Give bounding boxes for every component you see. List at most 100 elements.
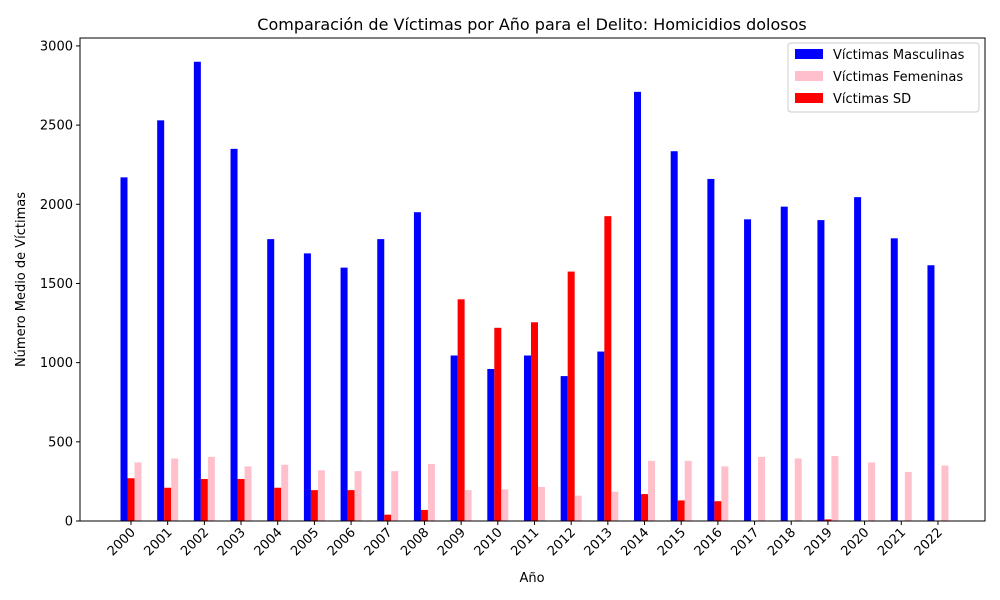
x-tick-label: 2002 — [178, 525, 212, 559]
bar-femeninas-2015 — [684, 460, 692, 521]
bar-sd-2005 — [310, 490, 318, 521]
bar-masculinas-2016 — [707, 178, 715, 521]
x-tick-label: 2004 — [252, 525, 286, 559]
x-tick-label: 2017 — [728, 525, 762, 559]
y-tick-label: 0 — [65, 515, 73, 530]
bar-femeninas-2004 — [281, 464, 289, 521]
bar-sd-2004 — [274, 487, 282, 521]
legend-swatch-sd — [795, 93, 823, 103]
y-tick-label: 2000 — [40, 198, 73, 213]
bar-femeninas-2001 — [171, 458, 179, 521]
x-tick-label: 2015 — [655, 525, 689, 559]
bar-masculinas-2020 — [854, 197, 862, 521]
x-tick-label: 2014 — [618, 525, 652, 559]
y-tick-label: 500 — [48, 435, 73, 450]
bar-femeninas-2016 — [721, 466, 729, 521]
x-axis-label: Año — [519, 571, 544, 586]
legend-swatch-masculinas — [795, 49, 823, 59]
x-tick-label: 2013 — [582, 525, 616, 559]
bar-masculinas-2019 — [817, 220, 825, 522]
legend-swatch-femeninas — [795, 71, 823, 81]
bar-sd-2002 — [200, 479, 208, 521]
x-tick-label: 2008 — [398, 525, 432, 559]
bar-masculinas-2006 — [340, 267, 348, 521]
bar-masculinas-2010 — [487, 368, 495, 521]
y-tick-label: 2500 — [40, 119, 73, 134]
bar-masculinas-2021 — [890, 238, 898, 521]
bar-femeninas-2002 — [207, 456, 215, 521]
bar-masculinas-2002 — [193, 61, 201, 521]
x-tick-label: 2022 — [912, 525, 946, 559]
x-tick-label: 2019 — [802, 525, 836, 559]
bar-femeninas-2021 — [904, 471, 912, 521]
x-tick-label: 2003 — [215, 525, 249, 559]
bar-femeninas-2012 — [574, 495, 582, 521]
x-tick-label: 2001 — [142, 525, 176, 559]
bar-femeninas-2008 — [427, 463, 435, 521]
bar-masculinas-2014 — [634, 91, 642, 521]
x-tick-label: 2005 — [288, 525, 322, 559]
bar-femeninas-2000 — [134, 462, 142, 521]
bar-femeninas-2007 — [391, 471, 399, 521]
bar-sd-2001 — [164, 487, 172, 521]
bar-sd-2003 — [237, 479, 245, 521]
y-tick-label: 3000 — [40, 39, 73, 54]
bar-masculinas-2018 — [780, 206, 788, 521]
y-tick-label: 1500 — [40, 277, 73, 292]
legend-label-sd: Víctimas SD — [833, 92, 911, 107]
bar-femeninas-2003 — [244, 466, 252, 521]
bar-femeninas-2011 — [537, 486, 545, 521]
bar-masculinas-2003 — [230, 148, 238, 521]
y-axis-label: Número Medio de Víctimas — [14, 192, 29, 367]
bar-femeninas-2020 — [868, 462, 876, 521]
bar-masculinas-2022 — [927, 265, 935, 521]
bar-femeninas-2014 — [648, 460, 656, 521]
x-tick-label: 2020 — [838, 525, 872, 559]
bar-masculinas-2007 — [377, 239, 385, 521]
bar-femeninas-2022 — [941, 465, 949, 521]
bar-sd-2006 — [347, 490, 355, 521]
bar-sd-2008 — [420, 509, 428, 521]
x-tick-label: 2011 — [508, 525, 542, 559]
y-tick-label: 1000 — [40, 356, 73, 371]
bar-sd-2007 — [384, 514, 392, 521]
bar-femeninas-2010 — [501, 489, 509, 521]
bar-sd-2013 — [604, 216, 612, 521]
bar-masculinas-2004 — [267, 239, 275, 521]
bar-sd-2015 — [677, 500, 685, 521]
bar-femeninas-2019 — [831, 456, 839, 521]
plot-frame — [79, 37, 986, 522]
bar-femeninas-2006 — [354, 471, 362, 521]
bar-femeninas-2009 — [464, 490, 472, 521]
x-tick-label: 2016 — [692, 525, 726, 559]
legend-label-femeninas: Víctimas Femeninas — [833, 70, 963, 85]
x-axis: 2000 2001 2002 2003 2004 2005 2006 2007 2008 2009… — [105, 521, 946, 559]
x-tick-label: 2018 — [765, 525, 799, 559]
x-tick-label: 2007 — [362, 525, 396, 559]
bar-femeninas-2013 — [611, 491, 619, 521]
bar-sd-2019 — [824, 519, 832, 521]
bar-femeninas-2017 — [758, 456, 766, 521]
bar-masculinas-2005 — [303, 253, 311, 521]
bar-sd-2011 — [530, 322, 538, 521]
bar-sd-2010 — [494, 327, 502, 521]
legend: Víctimas Masculinas Víctimas Femeninas V… — [787, 42, 980, 113]
bar-sd-2009 — [457, 299, 465, 521]
bar-femeninas-2005 — [317, 470, 325, 521]
bar-masculinas-2008 — [413, 212, 421, 521]
bars-layer — [120, 61, 949, 522]
bar-masculinas-2011 — [523, 355, 531, 521]
x-tick-label: 2009 — [435, 525, 469, 559]
x-tick-label: 2021 — [875, 525, 909, 559]
bar-masculinas-2017 — [744, 219, 752, 521]
bar-sd-2014 — [641, 494, 649, 521]
bar-masculinas-2009 — [450, 355, 458, 521]
bar-masculinas-2000 — [120, 177, 128, 522]
bar-masculinas-2012 — [560, 376, 568, 521]
x-tick-label: 2006 — [325, 525, 359, 559]
y-axis: 0 500 1000 1500 2000 2500 3000 — [40, 39, 80, 530]
bar-sd-2000 — [127, 478, 135, 521]
bar-sd-2012 — [567, 271, 575, 521]
x-tick-label: 2010 — [472, 525, 506, 559]
